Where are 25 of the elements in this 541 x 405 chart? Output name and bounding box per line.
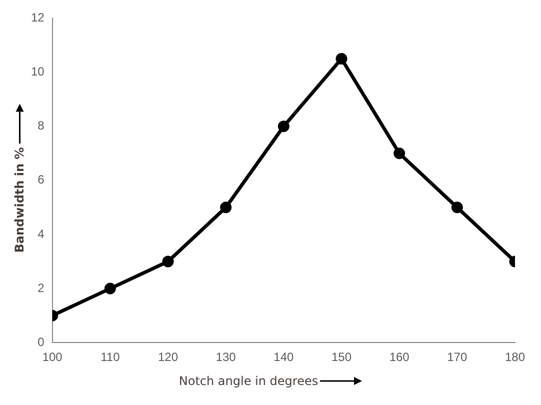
point — [451, 202, 463, 214]
y-tick-label: 2 — [38, 280, 45, 295]
x-tick-label: 110 — [100, 350, 120, 364]
x-tick-label: 170 — [447, 350, 468, 364]
y-axis-title: Bandwidth in % — [13, 147, 28, 253]
x-tick-label: 120 — [158, 350, 178, 364]
point — [104, 282, 116, 294]
y-tick-label: 8 — [38, 118, 45, 133]
x-tick-label: 130 — [216, 350, 236, 364]
point — [394, 148, 406, 160]
y-tick-label: 12 — [30, 10, 45, 25]
y-tick-label: 6 — [38, 172, 45, 187]
point — [162, 256, 174, 268]
x-axis-title: Notch angle in degrees — [178, 374, 318, 388]
y-tick-label: 10 — [30, 64, 45, 79]
y-tick-label: 0 — [38, 334, 45, 349]
x-tick-label: 100 — [42, 350, 63, 364]
point — [278, 120, 290, 132]
x-tick-label: 180 — [504, 350, 526, 364]
y-tick-label: 4 — [38, 226, 45, 241]
x-tick-label: 160 — [389, 350, 410, 364]
x-tick-label: 140 — [274, 350, 294, 364]
point — [336, 53, 348, 64]
x-tick-label: 150 — [331, 350, 352, 364]
point — [220, 202, 232, 214]
